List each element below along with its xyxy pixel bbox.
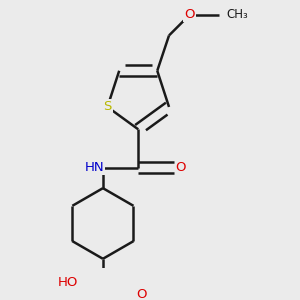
Text: HN: HN bbox=[84, 161, 104, 174]
Text: CH₃: CH₃ bbox=[226, 8, 248, 21]
Text: O: O bbox=[184, 8, 195, 21]
Text: O: O bbox=[176, 161, 186, 174]
Text: HO: HO bbox=[57, 276, 78, 289]
Text: O: O bbox=[136, 288, 147, 300]
Text: S: S bbox=[103, 100, 112, 113]
